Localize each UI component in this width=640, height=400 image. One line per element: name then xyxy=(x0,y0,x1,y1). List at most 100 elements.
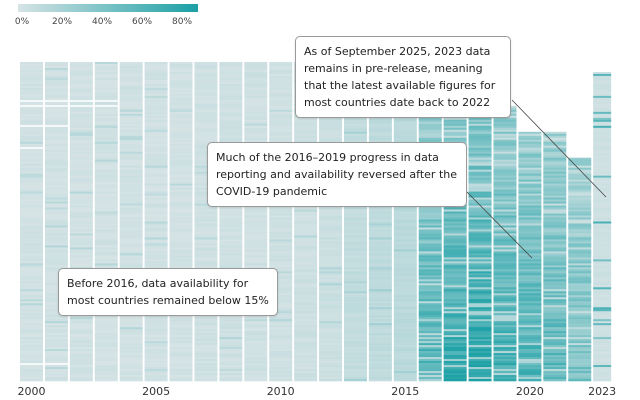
heatmap-cell xyxy=(119,75,143,79)
heatmap-cell xyxy=(269,65,293,69)
heatmap-cell xyxy=(94,167,118,170)
heatmap-cell xyxy=(443,217,467,220)
heatmap-cell xyxy=(119,191,143,194)
heatmap-cell xyxy=(443,345,467,348)
heatmap-cell xyxy=(194,227,218,230)
heatmap-cell xyxy=(443,233,467,236)
heatmap-cell xyxy=(568,281,592,284)
heatmap-cell xyxy=(169,375,193,378)
heatmap-cell xyxy=(244,331,268,334)
heatmap-cell xyxy=(543,239,567,242)
heatmap-cell xyxy=(69,243,93,246)
heatmap-cell xyxy=(593,91,612,95)
heatmap-cell xyxy=(269,319,293,322)
heatmap-cell xyxy=(518,337,542,340)
heatmap-cell xyxy=(119,73,143,77)
heatmap-cell xyxy=(44,287,68,290)
heatmap-cell xyxy=(269,109,293,113)
heatmap-cell xyxy=(20,305,43,308)
heatmap-cell xyxy=(119,209,143,212)
heatmap-cell xyxy=(144,243,168,246)
heatmap-cell xyxy=(443,261,467,264)
heatmap-cell xyxy=(119,157,143,160)
heatmap-cell xyxy=(69,213,93,216)
heatmap-cell xyxy=(20,171,43,174)
heatmap-cell xyxy=(20,181,43,184)
heatmap-cell xyxy=(69,327,93,330)
heatmap-cell xyxy=(269,249,293,252)
heatmap-cell xyxy=(119,323,143,326)
heatmap-cell xyxy=(219,325,243,328)
heatmap-cell xyxy=(69,323,93,326)
heatmap-cell xyxy=(568,267,592,270)
heatmap-cell xyxy=(20,267,43,270)
heatmap-cell xyxy=(194,83,218,87)
heatmap-cell xyxy=(269,243,293,246)
heatmap-cell xyxy=(44,333,68,336)
heatmap-cell xyxy=(69,325,93,328)
heatmap-cell xyxy=(593,97,612,101)
heatmap-cell xyxy=(368,355,392,358)
heatmap-cell xyxy=(543,365,567,368)
heatmap-cell xyxy=(593,87,612,91)
heatmap-cell xyxy=(368,283,392,286)
heatmap-cell xyxy=(593,335,612,338)
heatmap-cell xyxy=(368,249,392,252)
heatmap-cell xyxy=(468,227,492,230)
heatmap-cell xyxy=(343,139,367,143)
heatmap-cell xyxy=(144,205,168,208)
heatmap-cell xyxy=(319,267,343,270)
heatmap-cell xyxy=(493,349,517,352)
heatmap-cell xyxy=(294,123,318,127)
heatmap-cell xyxy=(20,217,43,220)
heatmap-cell xyxy=(518,293,542,296)
heatmap-cell xyxy=(518,243,542,246)
heatmap-cell xyxy=(119,159,143,162)
heatmap-cell xyxy=(94,123,118,127)
heatmap-cell xyxy=(219,77,243,81)
heatmap-cell xyxy=(269,289,293,292)
heatmap-cell xyxy=(493,337,517,340)
heatmap-cell xyxy=(393,291,417,294)
heatmap-cell xyxy=(169,169,193,172)
heatmap-cell xyxy=(518,335,542,338)
heatmap-cell xyxy=(194,153,218,156)
heatmap-cell xyxy=(294,255,318,258)
heatmap-cell xyxy=(169,329,193,332)
heatmap-column-2007 xyxy=(194,62,218,382)
heatmap-cell xyxy=(244,345,268,348)
heatmap-cell xyxy=(493,239,517,242)
heatmap-cell xyxy=(69,103,93,107)
heatmap-cell xyxy=(568,361,592,364)
heatmap-cell xyxy=(593,167,612,170)
heatmap-cell xyxy=(169,371,193,374)
heatmap-cell xyxy=(468,321,492,324)
heatmap-cell xyxy=(468,225,492,228)
heatmap-cell xyxy=(319,307,343,310)
heatmap-cell xyxy=(94,205,118,208)
heatmap-cell xyxy=(518,285,542,288)
heatmap-cell xyxy=(468,203,492,206)
heatmap-cell xyxy=(20,315,43,318)
heatmap-cell xyxy=(493,153,517,156)
heatmap-cell xyxy=(593,109,612,113)
heatmap-cell xyxy=(20,209,43,212)
heatmap-cell xyxy=(144,343,168,346)
heatmap-cell xyxy=(593,153,612,156)
heatmap-cell xyxy=(343,307,367,310)
heatmap-cell xyxy=(593,315,612,318)
heatmap-cell xyxy=(44,343,68,346)
heatmap-cell xyxy=(44,349,68,352)
heatmap-cell xyxy=(319,343,343,346)
heatmap-cell xyxy=(319,309,343,312)
heatmap-cell xyxy=(269,377,293,380)
heatmap-cell xyxy=(294,127,318,131)
heatmap-cell xyxy=(593,77,612,81)
heatmap-cell xyxy=(518,289,542,292)
heatmap-cell xyxy=(543,341,567,344)
heatmap-cell xyxy=(294,365,318,368)
heatmap-cell xyxy=(593,279,612,282)
heatmap-cell xyxy=(94,361,118,364)
heatmap-cell xyxy=(44,279,68,282)
heatmap-cell xyxy=(518,213,542,216)
